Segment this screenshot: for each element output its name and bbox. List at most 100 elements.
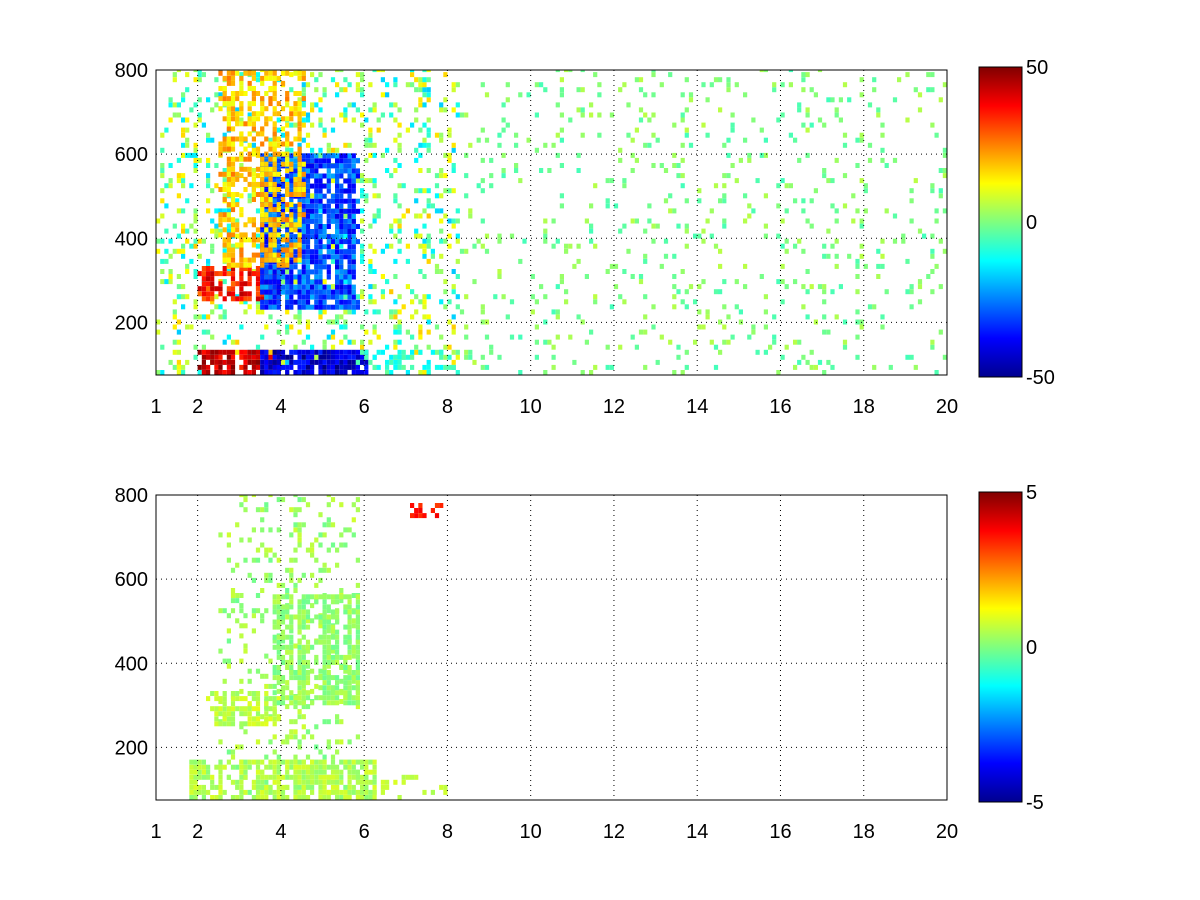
heatmap-cell (310, 289, 315, 295)
heatmap-cell (297, 111, 302, 117)
heatmap-cell (314, 158, 319, 164)
heatmap-cell (243, 91, 248, 96)
heatmap-cell (297, 116, 302, 122)
heatmap-cell (351, 759, 356, 765)
heatmap-cell (772, 314, 777, 320)
heatmap-cell (480, 157, 485, 163)
heatmap-cell (318, 97, 323, 103)
heatmap-cell (480, 127, 485, 133)
heatmap-cell (218, 70, 223, 76)
heatmap-cell (230, 754, 236, 760)
heatmap-cell (226, 370, 231, 375)
heatmap-cell (230, 696, 236, 702)
heatmap-cell (239, 80, 244, 86)
heatmap-cell (226, 628, 231, 634)
heatmap-cell (784, 238, 789, 244)
heatmap-cell (418, 213, 423, 219)
heatmap-cell (385, 92, 390, 98)
heatmap-cell (422, 274, 427, 279)
heatmap-cell (268, 217, 273, 223)
heatmap-cell (239, 721, 244, 727)
heatmap-cell (264, 324, 269, 330)
heatmap-cell (255, 349, 261, 355)
heatmap-cell (443, 354, 448, 360)
heatmap-cell (780, 299, 785, 305)
heatmap-cell (264, 274, 269, 280)
heatmap-cell (380, 294, 385, 300)
heatmap-cell (156, 218, 161, 224)
heatmap-cell (930, 72, 935, 78)
heatmap-cell (580, 70, 585, 73)
heatmap-cell (326, 254, 331, 260)
heatmap-cell (168, 183, 173, 189)
heatmap-cell (276, 151, 281, 157)
heatmap-cell (376, 208, 381, 214)
heatmap-cell (176, 248, 181, 254)
heatmap-cell (355, 734, 360, 740)
heatmap-cell (859, 223, 864, 229)
heatmap-cell (651, 92, 656, 98)
heatmap-cell (443, 304, 448, 310)
heatmap-cell (197, 364, 202, 370)
heatmap-cell (297, 789, 302, 795)
heatmap-cell (293, 208, 298, 214)
heatmap-cell (260, 229, 265, 234)
heatmap-cell (351, 269, 356, 275)
heatmap-cell (330, 294, 336, 300)
heatmap-cell (201, 296, 206, 302)
heatmap-cell (301, 304, 306, 310)
heatmap-cell (160, 163, 165, 168)
heatmap-cell (314, 349, 319, 355)
heatmap-cell (293, 192, 298, 197)
heatmap-cell (368, 284, 373, 290)
heatmap-cell (351, 158, 356, 164)
heatmap-cell (318, 795, 323, 800)
heatmap-cell (643, 364, 648, 370)
heatmap-cell (218, 706, 223, 712)
heatmap-cell (314, 163, 319, 169)
heatmap-cell (405, 82, 410, 88)
heatmap-cell (230, 276, 236, 282)
heatmap-cell (372, 764, 377, 770)
heatmap-cell (276, 183, 281, 189)
heatmap-cell (401, 304, 406, 310)
heatmap-cell (534, 147, 539, 153)
heatmap-cell (355, 364, 360, 370)
heatmap-cell (393, 324, 398, 330)
heatmap-cell (285, 213, 290, 219)
heatmap-cell (176, 294, 181, 300)
heatmap-cell (218, 696, 223, 702)
heatmap-cell (355, 695, 360, 701)
heatmap-cell (326, 163, 331, 169)
heatmap-cell (305, 142, 311, 148)
heatmap-cell (226, 262, 231, 268)
heatmap-cell (326, 289, 331, 295)
heatmap-cell (172, 309, 177, 315)
heatmap-cell (305, 234, 311, 240)
heatmap-cell (260, 217, 265, 223)
heatmap-cell (289, 178, 294, 184)
heatmap-cell (405, 284, 410, 290)
heatmap-cell (788, 183, 793, 189)
heatmap-cell (285, 70, 290, 76)
heatmap-cell (360, 122, 365, 128)
heatmap-cell (326, 224, 331, 229)
heatmap-cell (222, 193, 227, 199)
heatmap-cell (355, 239, 360, 245)
heatmap-cell (834, 263, 839, 269)
heatmap-cell (355, 779, 360, 785)
heatmap-cell (780, 82, 785, 88)
heatmap-cell (310, 213, 315, 219)
heatmap-cell (293, 582, 298, 588)
heatmap-cell (684, 364, 689, 370)
heatmap-cell (426, 359, 431, 365)
heatmap-cell (780, 279, 785, 285)
heatmap-cell (414, 774, 419, 780)
heatmap-cell (817, 70, 823, 73)
heatmap-cell (193, 774, 198, 780)
heatmap-cell (422, 304, 427, 310)
heatmap-cell (913, 178, 918, 184)
heatmap-cell (780, 263, 785, 269)
heatmap-cell (564, 248, 569, 254)
heatmap-cell (339, 213, 344, 219)
